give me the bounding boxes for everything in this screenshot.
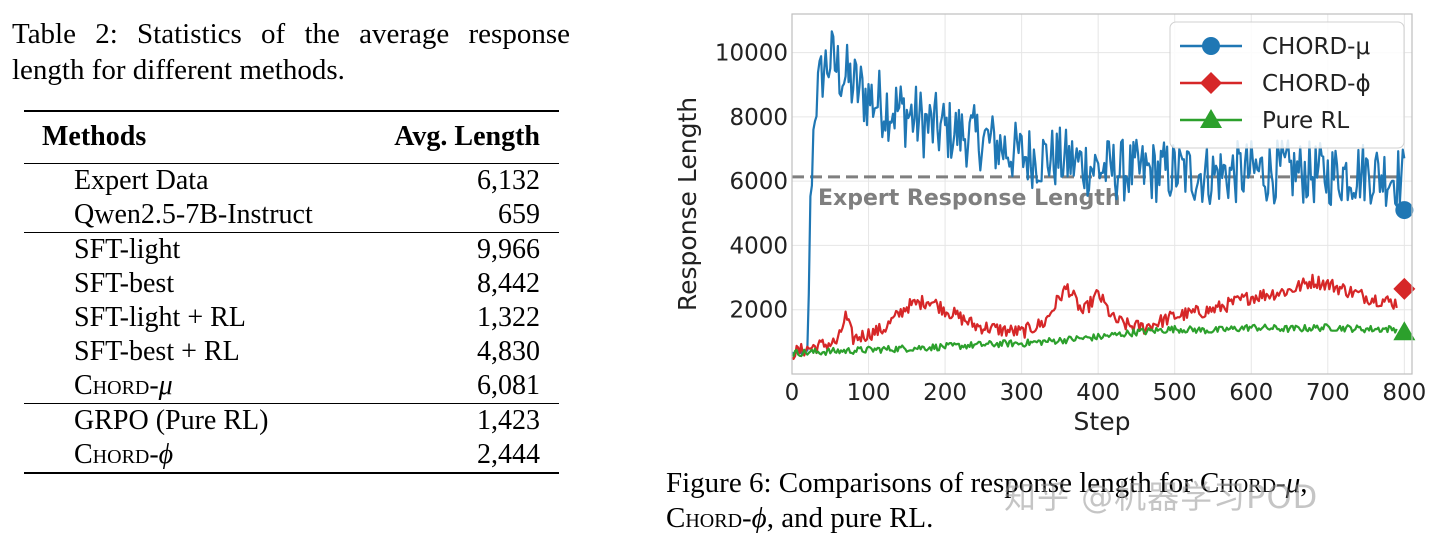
mu-symbol: μ xyxy=(1285,467,1301,499)
chord-name: Chord- xyxy=(666,502,752,534)
row-method: Qwen2.5-7B-Instruct xyxy=(74,199,313,230)
table-row: Chord-μ 6,081 xyxy=(24,369,559,404)
legend-box xyxy=(1169,21,1405,149)
y-tick-label: 10000 xyxy=(715,41,788,67)
row-value: 4,830 xyxy=(477,336,540,367)
column-header-avg-length: Avg. Length xyxy=(394,121,540,152)
end-markers xyxy=(1393,201,1416,341)
y-tick-label: 4000 xyxy=(729,233,788,259)
table-group-rl: GRPO (Pure RL) 1,423 Chord-ϕ 2,444 xyxy=(24,403,559,473)
figure-caption-tail: , and pure RL. xyxy=(766,502,934,534)
row-method: SFT-best xyxy=(74,268,175,299)
response-length-chart: Expert Response Length 0 100 200 300 400 500 6… xyxy=(673,13,1426,436)
table-row: Qwen2.5-7B-Instruct 659 xyxy=(24,198,559,233)
table-row: SFT-best + RL 4,830 xyxy=(24,335,559,369)
legend-marker xyxy=(1202,37,1220,55)
legend-label: Pure RL xyxy=(1262,108,1349,134)
row-value: 2,444 xyxy=(477,439,540,470)
x-tick-label: 300 xyxy=(1000,380,1044,406)
legend-label: CHORD-μ xyxy=(1262,34,1370,60)
row-method: SFT-light + RL xyxy=(74,302,246,333)
table-row: Expert Data 6,132 xyxy=(24,163,559,199)
x-tick-label: 400 xyxy=(1076,380,1120,406)
axis-ticks: 0 100 200 300 400 500 600 700 800 2000 4000 6000 800… xyxy=(715,41,1426,406)
x-tick-label: 800 xyxy=(1382,380,1426,406)
phi-symbol: ϕ xyxy=(751,502,767,534)
row-value: 6,081 xyxy=(477,370,540,401)
plot-frame xyxy=(791,13,1413,375)
x-axis-label: Step xyxy=(1074,407,1131,436)
series-end-marker xyxy=(1393,277,1416,300)
x-tick-label: 200 xyxy=(923,380,967,406)
table-row: SFT-light 9,966 xyxy=(24,232,559,268)
legend-marker xyxy=(1200,72,1222,94)
chord-name: Chord- xyxy=(1200,467,1286,499)
table-group-baselines: Expert Data 6,132 Qwen2.5-7B-Instruct 65… xyxy=(24,163,559,233)
results-table: Methods Avg. Length Expert Data 6,132 Qw… xyxy=(24,110,559,474)
x-tick-label: 700 xyxy=(1306,380,1350,406)
series-end-marker xyxy=(1395,201,1414,220)
table-caption: Table 2: Statistics of the average respo… xyxy=(12,16,570,88)
table-row: Chord-ϕ 2,444 xyxy=(24,438,559,473)
table-row: GRPO (Pure RL) 1,423 xyxy=(24,403,559,439)
expert-reference-label: Expert Response Length xyxy=(818,186,1121,211)
row-method: GRPO (Pure RL) xyxy=(74,405,269,436)
row-value: 8,442 xyxy=(477,268,540,299)
figure-caption-prefix: Figure 6: Comparisons of response length… xyxy=(666,467,1201,499)
y-tick-label: 6000 xyxy=(729,169,788,195)
row-value: 9,966 xyxy=(477,234,540,265)
row-method: SFT-best + RL xyxy=(74,336,240,367)
x-tick-label: 600 xyxy=(1229,380,1273,406)
phi-symbol: ϕ xyxy=(158,439,174,470)
column-header-methods: Methods xyxy=(42,121,147,152)
chord-name: Chord- xyxy=(74,370,159,401)
x-tick-label: 0 xyxy=(785,380,800,406)
row-value: 6,132 xyxy=(477,165,540,196)
row-method: Chord-ϕ xyxy=(24,438,365,473)
legend-marker xyxy=(1200,109,1222,128)
expert-reference: Expert Response Length xyxy=(792,175,1400,211)
row-method: Expert Data xyxy=(74,165,209,196)
table-caption-line-1: Table 2: Statistics of the average respo… xyxy=(12,18,570,50)
y-axis-label: Response Length xyxy=(673,97,702,311)
mu-symbol: μ xyxy=(158,370,173,401)
series-line xyxy=(791,30,1406,355)
legend-label: CHORD-ϕ xyxy=(1262,71,1371,97)
table-caption-line-2: length for different methods. xyxy=(12,54,345,86)
table-row: SFT-light + RL 1,322 xyxy=(24,301,559,335)
series-end-marker xyxy=(1393,321,1416,341)
x-tick-label: 500 xyxy=(1153,380,1197,406)
chart-series xyxy=(791,30,1406,360)
chord-name: Chord- xyxy=(74,439,159,470)
watermark: 知乎 @机器学习POD xyxy=(1004,478,1319,516)
chart-legend: CHORD-μ CHORD-ϕ Pure RL xyxy=(1169,21,1405,149)
row-value: 1,322 xyxy=(477,302,540,333)
table-group-sft: SFT-light 9,966 SFT-best 8,442 SFT-light… xyxy=(24,232,559,404)
row-method: SFT-light xyxy=(74,234,181,265)
y-tick-label: 8000 xyxy=(729,105,788,131)
series-line xyxy=(791,273,1398,360)
table-row: SFT-best 8,442 xyxy=(24,267,559,301)
y-tick-label: 2000 xyxy=(729,298,788,324)
row-method: Chord-μ xyxy=(24,369,365,404)
series-line xyxy=(791,323,1398,358)
figure-caption: Figure 6: Comparisons of response length… xyxy=(666,467,1308,534)
row-value: 1,423 xyxy=(477,405,540,436)
row-value: 659 xyxy=(498,199,540,230)
x-tick-label: 100 xyxy=(847,380,891,406)
